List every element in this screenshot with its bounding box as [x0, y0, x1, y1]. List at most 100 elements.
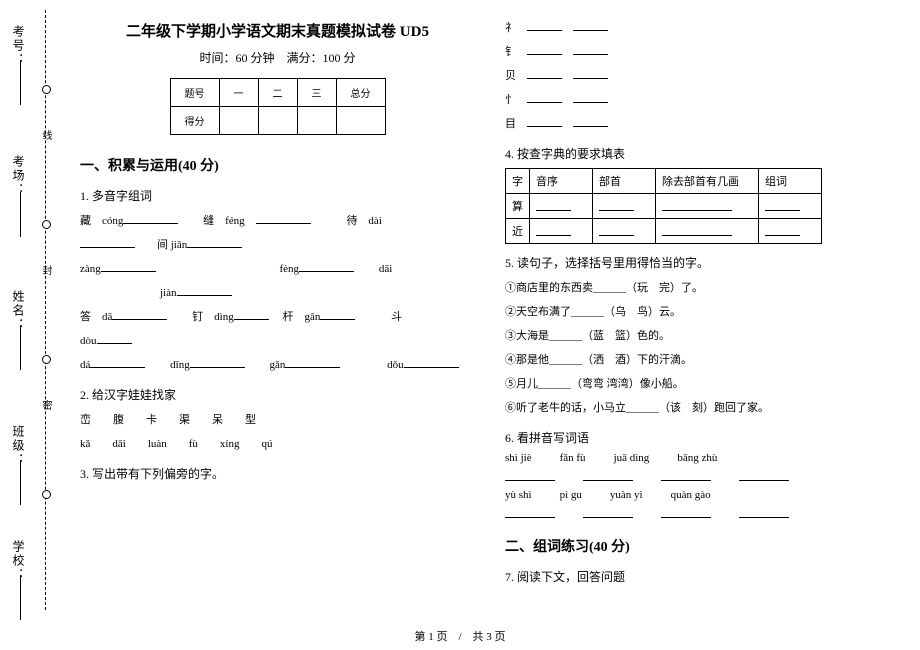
fill-blank — [536, 198, 571, 211]
binding-dot — [42, 355, 51, 364]
binding-margin: 考号： 线 考场： 封 姓名： 密 班级： 学校： — [0, 0, 70, 620]
fill-blank — [661, 505, 711, 518]
left-column: 二年级下学期小学语文期末真题模拟试卷 UD5 时间：60 分钟 满分：100 分… — [80, 15, 475, 591]
radical: 礻 — [505, 22, 516, 34]
binding-dot — [42, 490, 51, 499]
q1-text: 斗 — [391, 311, 402, 323]
right-column: 礻 钅 贝 忄 目 4. 按查字典的要求填表 字 音序 部首 除去部首有几画 组… — [505, 15, 900, 591]
fill-blank — [536, 223, 571, 236]
q6-pinyin: shì jiè — [505, 452, 532, 464]
binding-label-class: 班级： — [10, 425, 27, 467]
fill-blank — [739, 468, 789, 481]
binding-inner-line: 线 — [38, 130, 53, 140]
q1-line: 答 dā 钉 dìng 杆 gān 斗 — [80, 306, 475, 328]
lookup-cell — [530, 194, 593, 219]
score-cell — [297, 107, 336, 135]
section2-heading: 二、组词练习(40 分) — [505, 536, 900, 556]
lookup-cell — [593, 194, 656, 219]
lookup-cell — [593, 219, 656, 244]
q6-pinyin-row: yù shì pì gu yuàn yì quàn gào — [505, 489, 900, 501]
fill-blank — [123, 211, 178, 224]
fill-blank — [90, 355, 145, 368]
page-footer: 第 1 页 / 共 3 页 — [0, 628, 920, 644]
q5-item: ⑤月儿______（弯弯 湾湾）像小船。 — [505, 373, 900, 395]
fill-blank — [527, 114, 562, 127]
binding-inner-secret: 密 — [38, 400, 53, 410]
q5-item: ②天空布满了______（乌 鸟）云。 — [505, 301, 900, 323]
binding-label-room: 考场： — [10, 155, 27, 197]
fill-blank — [765, 198, 800, 211]
q1-line: dòu — [80, 330, 475, 352]
q6-pinyin: bāng zhù — [677, 452, 717, 464]
section1-heading: 一、积累与运用(40 分) — [80, 155, 475, 175]
score-header: 总分 — [336, 79, 385, 107]
fill-blank — [573, 66, 608, 79]
score-cell — [219, 107, 258, 135]
fill-blank — [662, 198, 732, 211]
q1-line: 藏 cóng 缝 féng 待 dài — [80, 210, 475, 232]
fill-blank — [112, 307, 167, 320]
radical-line: 忄 — [505, 89, 900, 111]
radical-line: 贝 — [505, 65, 900, 87]
q6-pinyin-row: shì jiè fǎn fù juā dìng bāng zhù — [505, 452, 900, 464]
fill-blank — [97, 331, 132, 344]
q1-line: zàng fèng dāi — [80, 258, 475, 280]
q6-pinyin: fǎn fù — [560, 452, 586, 464]
radical: 贝 — [505, 70, 516, 82]
fill-blank — [739, 505, 789, 518]
q6-pinyin: yù shì — [505, 489, 532, 501]
binding-dash-line — [45, 10, 46, 610]
q5-item: ⑥听了老牛的话，小马立______（该 刻）跑回了家。 — [505, 397, 900, 419]
q2-pinyin: kǎ dāi luàn fù xíng qú — [80, 433, 475, 455]
q1-text: dá — [80, 359, 90, 371]
q6-blank-row — [505, 505, 900, 518]
q6-pinyin: juā dìng — [614, 452, 650, 464]
binding-label-school: 学校： — [10, 540, 27, 582]
q1-text: dīng — [170, 359, 190, 371]
fill-blank — [573, 42, 608, 55]
fill-blank — [299, 259, 354, 272]
q1-line: jiàn — [160, 282, 475, 304]
lookup-header: 组词 — [759, 169, 822, 194]
q1-text: 钉 dìng — [192, 311, 234, 323]
fill-blank — [234, 307, 269, 320]
q1-text: 答 dā — [80, 311, 112, 323]
q1-line: 间 jiān — [80, 234, 475, 256]
lookup-cell: 算 — [506, 194, 530, 219]
exam-subtitle: 时间：60 分钟 满分：100 分 — [80, 49, 475, 66]
fill-blank — [599, 223, 634, 236]
lookup-cell — [656, 194, 759, 219]
q5-item: ③大海是______（蓝 篮）色的。 — [505, 325, 900, 347]
score-cell — [336, 107, 385, 135]
q1-line: dá dīng gǎn dǒu — [80, 354, 475, 376]
binding-dot — [42, 85, 51, 94]
binding-dot — [42, 220, 51, 229]
q1-text: fèng — [280, 263, 300, 275]
score-header: 二 — [258, 79, 297, 107]
binding-underline — [20, 192, 22, 237]
score-header: 题号 — [170, 79, 219, 107]
fill-blank — [599, 198, 634, 211]
binding-underline — [20, 325, 22, 370]
binding-label-name: 姓名： — [10, 290, 27, 332]
lookup-table: 字 音序 部首 除去部首有几画 组词 算 近 — [505, 168, 822, 244]
q1-text: gǎn — [269, 359, 285, 371]
lookup-cell — [656, 219, 759, 244]
lookup-cell — [530, 219, 593, 244]
lookup-cell: 近 — [506, 219, 530, 244]
q2-chars: 峦 腹 卡 渠 呆 型 — [80, 409, 475, 431]
binding-inner-seal: 封 — [38, 265, 53, 275]
binding-label-examno: 考号： — [10, 25, 27, 67]
fill-blank — [527, 90, 562, 103]
score-table: 题号 一 二 三 总分 得分 — [170, 78, 386, 135]
fill-blank — [573, 90, 608, 103]
q1-text: 待 dài — [346, 215, 381, 227]
binding-underline — [20, 60, 22, 105]
fill-blank — [527, 66, 562, 79]
exam-title: 二年级下学期小学语文期末真题模拟试卷 UD5 — [80, 20, 475, 41]
q5-item: ①商店里的东西卖______（玩 完）了。 — [505, 277, 900, 299]
q1-text: dòu — [80, 335, 97, 347]
lookup-cell — [759, 194, 822, 219]
q6-pinyin: quàn gào — [671, 489, 711, 501]
radical-line: 礻 — [505, 17, 900, 39]
